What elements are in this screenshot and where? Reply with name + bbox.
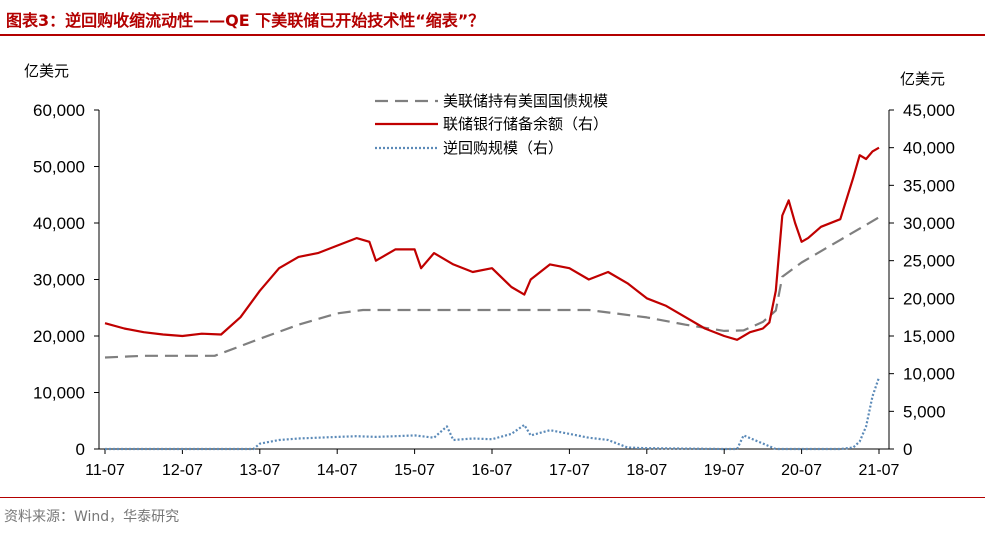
left-axis-ticks: 60,000 50,000 40,000 30,000 20,000 10,000 0: [33, 101, 99, 459]
x-tick-label: 11-07: [85, 462, 125, 479]
right-axis-ticks: 45,000 40,000 35,000 30,000 25,000 20,000 15,0…: [889, 101, 955, 459]
chart-canvas: 亿美元 亿美元 60,000 50,000 40,000 30,000 20,000 10…: [24, 62, 955, 479]
x-tick-label: 17-07: [549, 462, 590, 479]
right-tick-label: 25,000: [903, 252, 955, 271]
legend-item-treasury-holdings: 美联储持有美国国债规模: [375, 92, 608, 110]
left-tick-label: 20,000: [33, 327, 85, 346]
legend-label-reverse-repo: 逆回购规模（右）: [443, 139, 563, 157]
series-layer: [104, 146, 881, 451]
x-tick-label: 21-07: [859, 462, 900, 479]
reverse-repo-line: [105, 377, 881, 451]
bank-reserves-line: [104, 146, 880, 341]
treasury-holdings-line: [104, 216, 880, 359]
x-tick-label: 14-07: [317, 462, 358, 479]
right-tick-label: 10,000: [903, 365, 955, 384]
source-note: 资料来源：Wind，华泰研究: [4, 509, 180, 525]
legend: 美联储持有美国国债规模 联储银行储备余额（右） 逆回购规模（右）: [375, 92, 608, 157]
x-tick-label: 13-07: [239, 462, 280, 479]
left-tick-label: 50,000: [33, 158, 85, 177]
x-axis-ticks: 11-07 12-07 13-07 14-07 15-07 16-07 17-07 18-07…: [85, 449, 900, 479]
legend-label-treasury-holdings: 美联储持有美国国债规模: [443, 92, 608, 110]
left-tick-label: 60,000: [33, 101, 85, 120]
source-divider: [0, 497, 985, 498]
right-tick-label: 40,000: [903, 139, 955, 158]
right-tick-label: 30,000: [903, 214, 955, 233]
x-tick-label: 19-07: [704, 462, 745, 479]
left-tick-label: 10,000: [33, 384, 85, 403]
x-tick-label: 16-07: [472, 462, 513, 479]
x-tick-label: 20-07: [781, 462, 822, 479]
legend-item-bank-reserves: 联储银行储备余额（右）: [375, 115, 608, 133]
right-tick-label: 35,000: [903, 176, 955, 195]
right-tick-label: 20,000: [903, 289, 955, 308]
x-tick-label: 18-07: [626, 462, 667, 479]
chart-title: 图表3：逆回购收缩流动性——QE 下美联储已开始技术性“缩表”？: [6, 11, 485, 30]
left-tick-label: 0: [76, 440, 85, 459]
x-tick-label: 15-07: [394, 462, 435, 479]
right-tick-label: 5,000: [903, 402, 946, 421]
left-axis-unit: 亿美元: [24, 62, 69, 80]
left-tick-label: 40,000: [33, 214, 85, 233]
title-divider: [0, 34, 985, 36]
x-tick-label: 12-07: [162, 462, 203, 479]
right-tick-label: 45,000: [903, 101, 955, 120]
legend-item-reverse-repo: 逆回购规模（右）: [375, 139, 563, 157]
right-tick-label: 0: [903, 440, 912, 459]
right-axis-unit: 亿美元: [900, 70, 945, 88]
right-tick-label: 15,000: [903, 327, 955, 346]
left-tick-label: 30,000: [33, 271, 85, 290]
legend-label-bank-reserves: 联储银行储备余额（右）: [443, 115, 608, 133]
